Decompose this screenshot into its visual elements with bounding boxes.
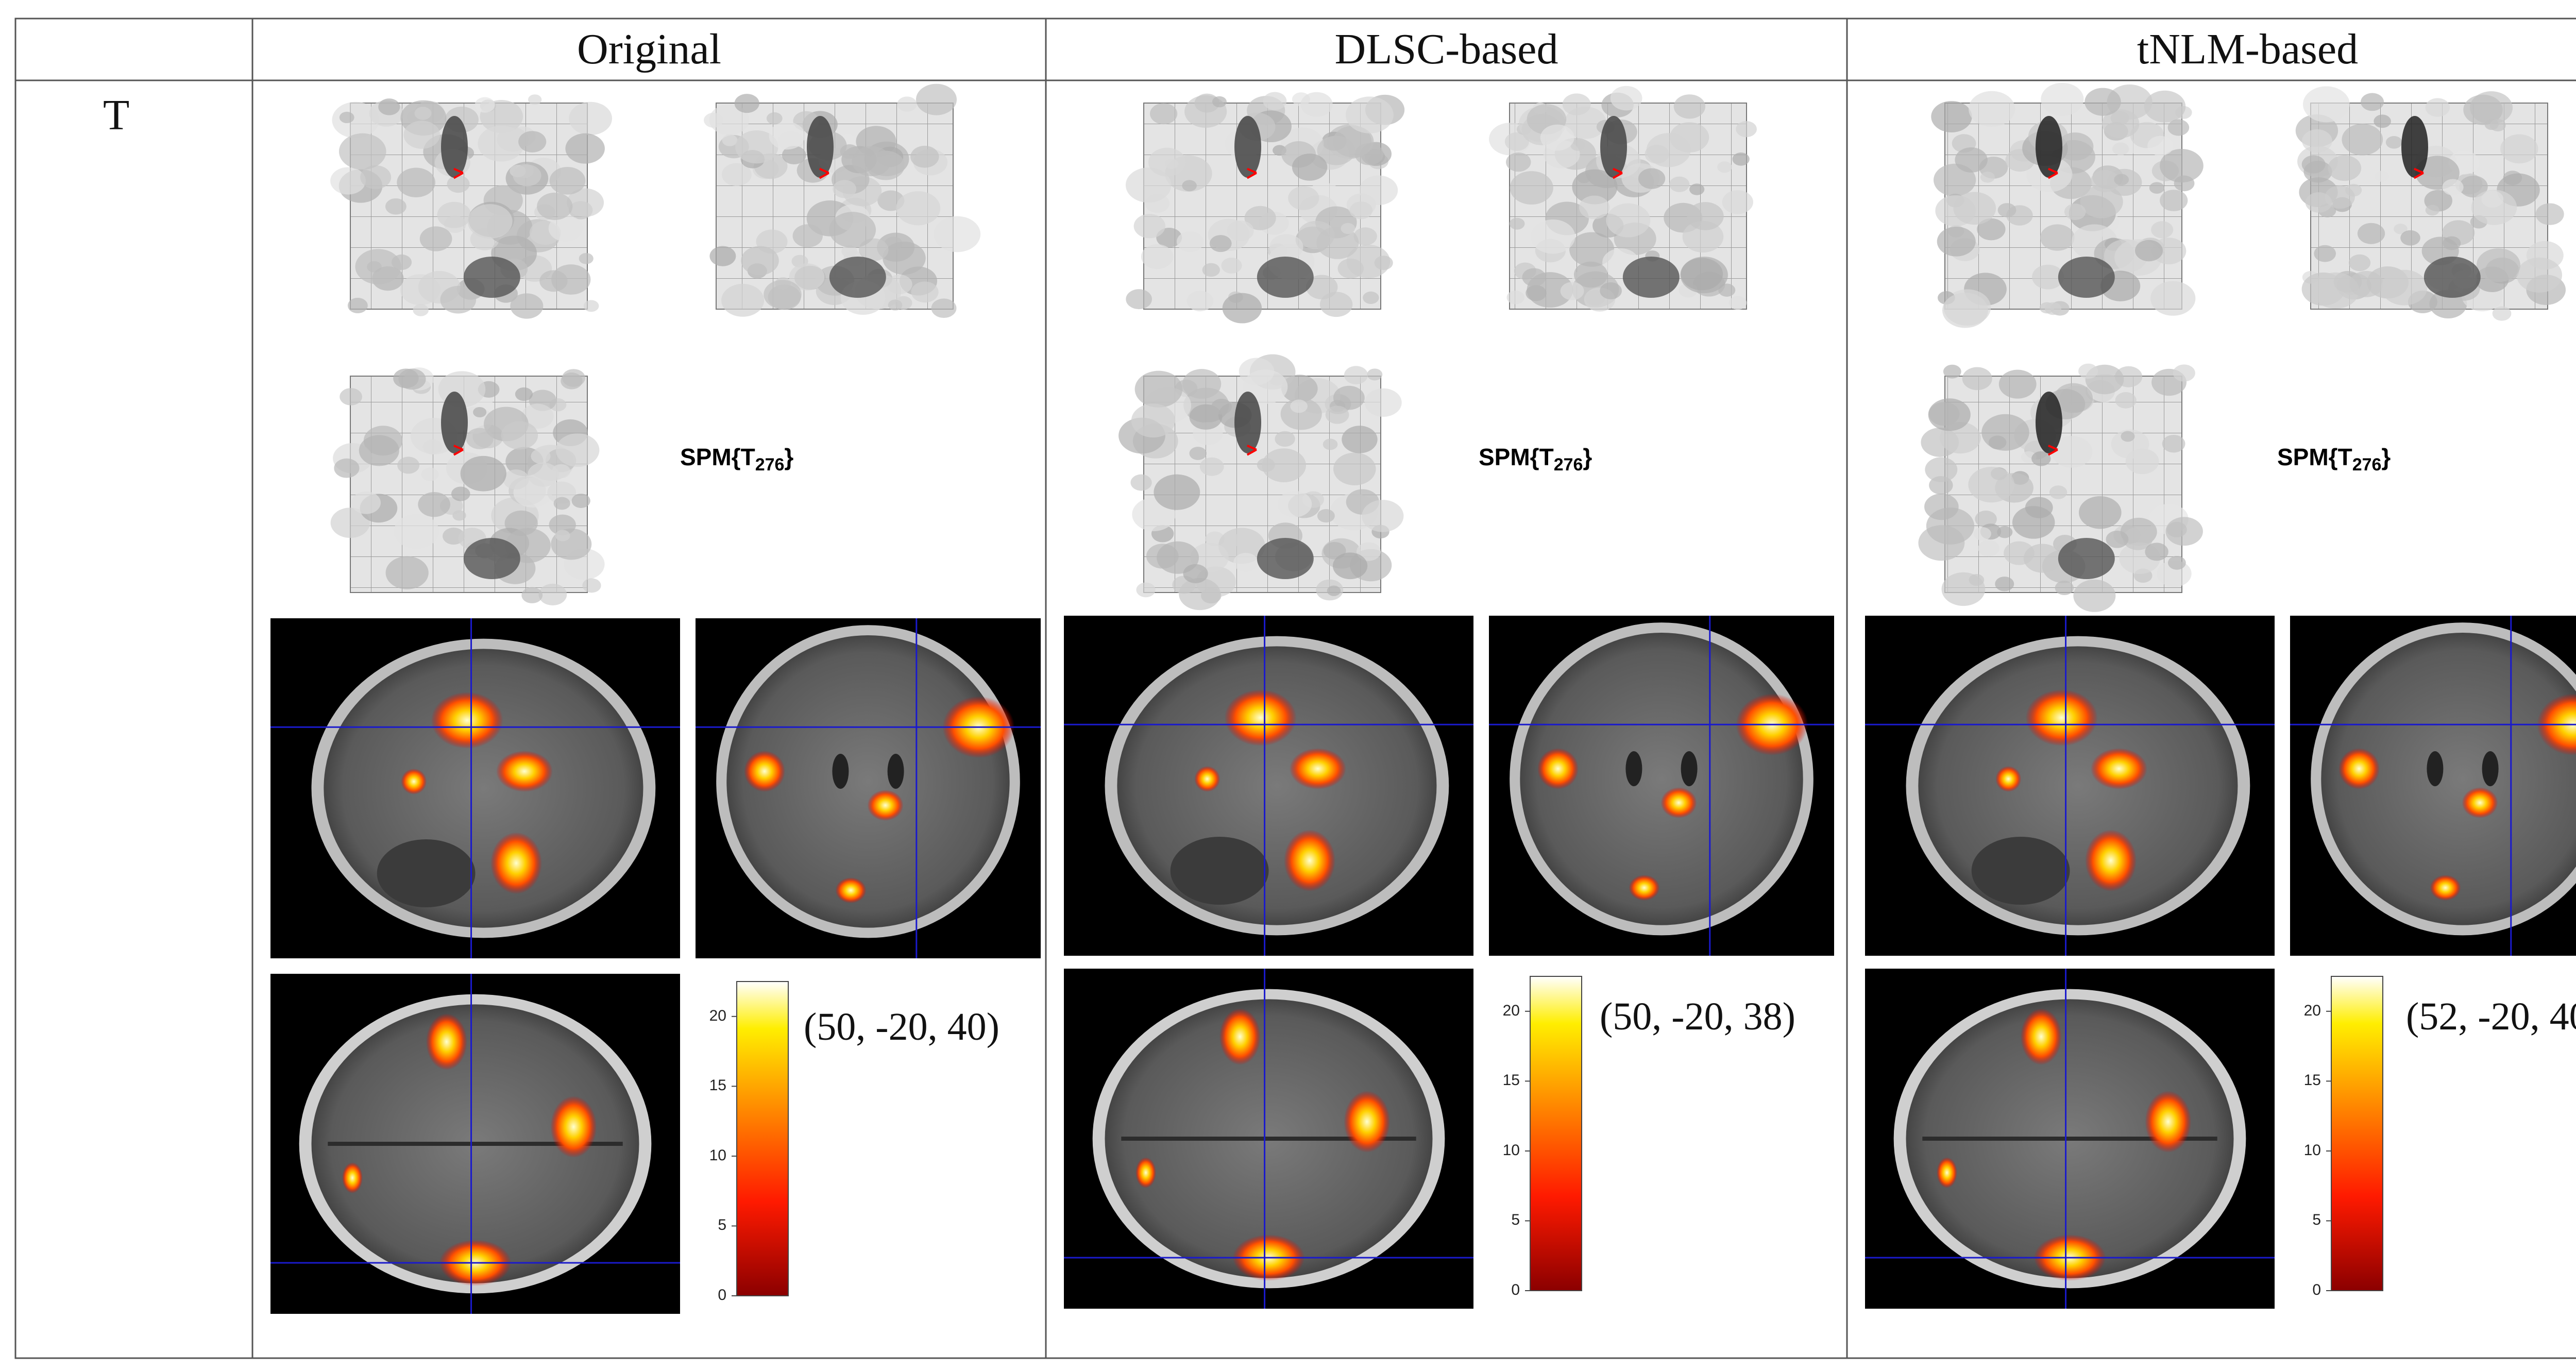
- table-grid: [14, 18, 2576, 1359]
- mip-coronal-original: [704, 83, 981, 318]
- slice-axial-original: [270, 974, 680, 1314]
- table-border: [14, 18, 2576, 1359]
- colorbar-tick-original-20: 20: [709, 1007, 726, 1024]
- slice-sagittal-original: [270, 618, 680, 958]
- panels: [270, 82, 2576, 1314]
- column-header-tnlm: tNLM-based: [2137, 25, 2359, 73]
- slice-coronal-tnlm: [2290, 616, 2576, 956]
- mip-axial-tnlm: [1918, 363, 2203, 612]
- slice-sagittal-tnlm: [1865, 616, 2275, 956]
- slice-coronal-original: [696, 618, 1041, 958]
- mip-sagittal-dlsc: [1125, 92, 1405, 324]
- coordinate-dlsc: (50, -20, 38): [1600, 995, 1795, 1038]
- colorbar-tick-dlsc-20: 20: [1502, 1002, 1520, 1019]
- spm-label-tnlm: SPM{T276}: [2277, 444, 2391, 475]
- colorbar-tick-original-0: 0: [718, 1287, 726, 1304]
- row-header-t: T: [103, 91, 130, 139]
- mip-axial-original: [330, 367, 605, 606]
- colorbar-tick-tnlm-5: 5: [2312, 1211, 2321, 1229]
- mip-axial-dlsc: [1118, 354, 1404, 611]
- coordinate-tnlm: (52, -20, 40): [2406, 995, 2576, 1038]
- colorbar-tnlm: [2331, 976, 2383, 1291]
- colorbar-tick-dlsc-15: 15: [1502, 1072, 1520, 1089]
- panel-dlsc: [1064, 86, 1834, 1309]
- mip-sagittal-original: [330, 94, 613, 319]
- colorbar-original: [736, 981, 789, 1296]
- mip-sagittal-tnlm: [1931, 82, 2204, 328]
- slice-sagittal-dlsc: [1064, 616, 1473, 956]
- panel-original: [270, 83, 1041, 1314]
- mip-coronal-dlsc: [1489, 86, 1757, 312]
- colorbar-tick-tnlm-0: 0: [2312, 1281, 2321, 1298]
- panel-tnlm: [1865, 82, 2576, 1309]
- colorbar-tick-dlsc-5: 5: [1511, 1211, 1520, 1229]
- column-header-dlsc: DLSC-based: [1334, 25, 1558, 73]
- colorbar-tick-dlsc-10: 10: [1502, 1141, 1520, 1159]
- colorbar-tick-original-5: 5: [718, 1216, 726, 1234]
- colorbar-tick-original-15: 15: [709, 1077, 726, 1094]
- slice-axial-tnlm: [1865, 969, 2275, 1309]
- colorbar-dlsc: [1530, 976, 1582, 1291]
- colorbar-tick-tnlm-20: 20: [2303, 1002, 2321, 1019]
- spm-label-dlsc: SPM{T276}: [1479, 444, 1592, 475]
- colorbar-tick-tnlm-10: 10: [2303, 1141, 2321, 1159]
- slice-coronal-dlsc: [1489, 616, 1834, 956]
- spm-label-original: SPM{T276}: [680, 444, 794, 475]
- mip-coronal-tnlm: [2295, 86, 2566, 321]
- colorbar-tick-original-10: 10: [709, 1146, 726, 1164]
- colorbar-tick-tnlm-15: 15: [2303, 1072, 2321, 1089]
- colorbar-tick-dlsc-0: 0: [1511, 1281, 1520, 1298]
- slice-axial-dlsc: [1064, 969, 1473, 1309]
- coordinate-original: (50, -20, 40): [804, 1005, 999, 1048]
- column-header-original: Original: [577, 25, 721, 73]
